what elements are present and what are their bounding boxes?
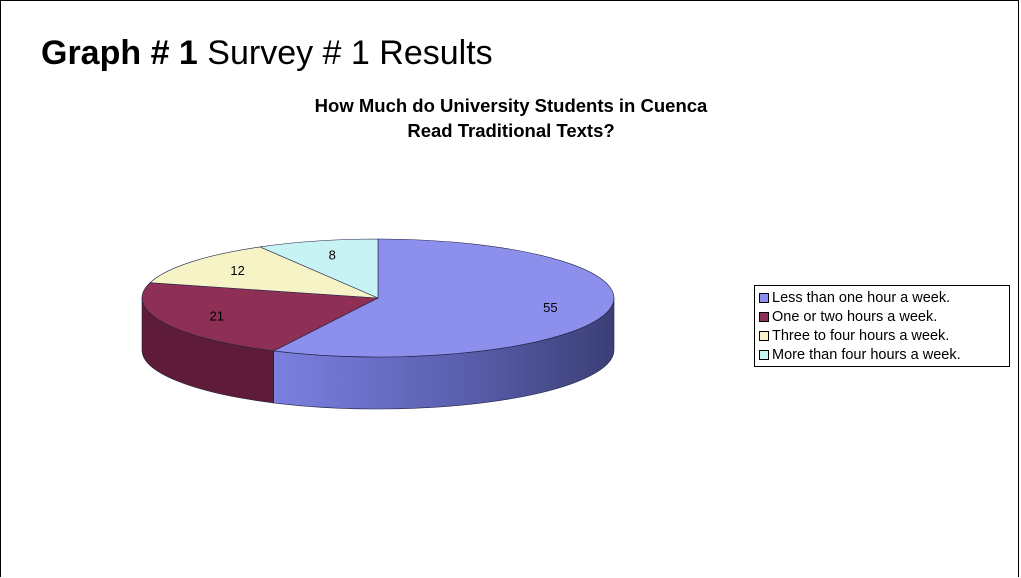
slide-title-bold: Graph # 1	[41, 34, 198, 72]
legend-label-1: One or two hours a week.	[772, 308, 938, 325]
chart-title: How Much do University Students in Cuenc…	[191, 93, 831, 143]
pie-slice-3	[258, 238, 379, 299]
legend-item: Three to four hours a week.	[759, 326, 1007, 345]
legend-item: One or two hours a week.	[759, 307, 1007, 326]
pie-slice-1	[141, 282, 380, 352]
legend-label-0: Less than one hour a week.	[772, 289, 951, 306]
pie-data-label-2: 12	[230, 263, 244, 278]
chart-title-line2: Read Traditional Texts?	[407, 120, 615, 141]
pie-data-label-3: 8	[329, 247, 336, 262]
legend-swatch-0	[759, 292, 769, 303]
legend-swatch-2	[759, 330, 769, 341]
slide-title: Graph # 1 Survey # 1 Results	[41, 34, 493, 73]
chart-title-line1: How Much do University Students in Cuenc…	[314, 95, 708, 116]
legend-label-2: Three to four hours a week.	[772, 327, 950, 344]
pie-slice-2	[149, 246, 379, 299]
legend-label-3: More than four hours a week.	[772, 346, 961, 363]
legend-swatch-1	[759, 311, 769, 322]
pie-labels: 55 21 12 8	[210, 247, 558, 323]
pie-tops	[141, 238, 615, 358]
legend-item: More than four hours a week.	[759, 345, 1007, 364]
pie-slice-0	[272, 238, 615, 358]
legend-swatch-3	[759, 349, 769, 360]
legend-item: Less than one hour a week.	[759, 288, 1007, 307]
pie-data-label-0: 55	[543, 300, 557, 315]
slide-title-rest: Survey # 1 Results	[207, 34, 493, 72]
chart-legend: Less than one hour a week. One or two ho…	[754, 285, 1010, 367]
pie-data-label-1: 21	[210, 308, 224, 323]
